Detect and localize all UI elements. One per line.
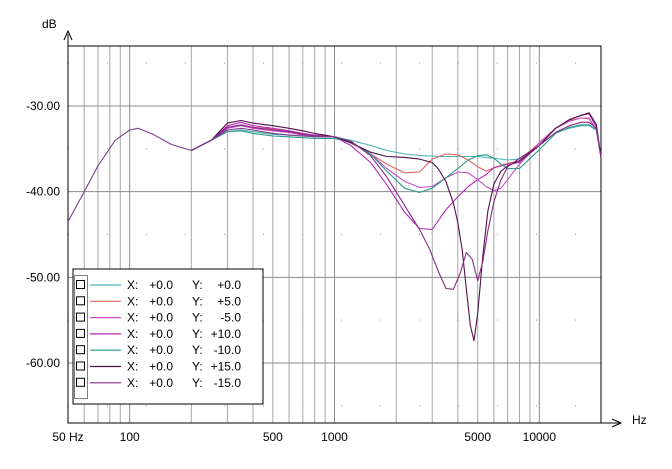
legend-checkbox bbox=[76, 312, 85, 322]
legend-y-label: Y: bbox=[192, 343, 203, 357]
legend-y-label: Y: bbox=[192, 294, 203, 308]
legend-x-value: +0.0 bbox=[149, 360, 173, 374]
legend-y-value: +5.0 bbox=[217, 294, 241, 308]
legend-x-label: X: bbox=[127, 376, 138, 390]
series-line bbox=[191, 124, 602, 194]
x-tick-label: 500 bbox=[263, 430, 283, 444]
legend-checkbox bbox=[76, 345, 85, 355]
y-tick-label: -30.00 bbox=[26, 99, 60, 113]
x-axis-unit: Hz bbox=[632, 413, 647, 427]
legend-box bbox=[72, 268, 264, 405]
y-tick-labels: -30.00 -40.00 -50.00 -60.00 bbox=[26, 99, 60, 370]
legend-y-label: Y: bbox=[192, 376, 203, 390]
y-tick-label: -40.00 bbox=[26, 185, 60, 199]
minor-grid bbox=[68, 46, 601, 423]
legend-x-value: +0.0 bbox=[149, 343, 173, 357]
legend-x-label: X: bbox=[127, 311, 138, 325]
x-tick-label: 50 Hz bbox=[52, 430, 83, 444]
series-curves bbox=[67, 112, 602, 342]
legend-y-value: -5.0 bbox=[220, 311, 241, 325]
x-tick-labels: 50 Hz 100 500 1000 5000 10000 bbox=[52, 430, 556, 444]
legend-y-value: +10.0 bbox=[211, 327, 242, 341]
legend-checkbox bbox=[76, 361, 85, 371]
legend-y-value: -10.0 bbox=[214, 343, 242, 357]
legend-y-label: Y: bbox=[192, 360, 203, 374]
y-axis-unit: dB bbox=[42, 17, 57, 31]
legend-y-label: Y: bbox=[192, 311, 203, 325]
legend-y-label: Y: bbox=[192, 327, 203, 341]
legend-x-value: +0.0 bbox=[149, 311, 173, 325]
legend-x-label: X: bbox=[127, 343, 138, 357]
legend-checkbox bbox=[76, 377, 85, 387]
legend-x-label: X: bbox=[127, 360, 138, 374]
x-axis: Hz bbox=[68, 413, 647, 428]
y-tick-label: -50.00 bbox=[26, 270, 60, 284]
legend-x-value: +0.0 bbox=[149, 294, 173, 308]
y-tick-label: -60.00 bbox=[26, 356, 60, 370]
legend-focus-rect bbox=[74, 275, 88, 399]
legend-x-value: +0.0 bbox=[149, 376, 173, 390]
legend-y-value: -15.0 bbox=[214, 376, 242, 390]
legend-x-value: +0.0 bbox=[149, 327, 173, 341]
y-axis: dB bbox=[42, 17, 73, 423]
x-tick-label: 5000 bbox=[464, 430, 491, 444]
legend-y-value: +0.0 bbox=[217, 278, 241, 292]
legend-x-label: X: bbox=[127, 278, 138, 292]
legend-x-label: X: bbox=[127, 294, 138, 308]
legend-checkbox bbox=[76, 280, 85, 289]
y-axis-arrow bbox=[63, 29, 73, 41]
legend-x-value: +0.0 bbox=[149, 278, 173, 292]
x-axis-arrow bbox=[611, 418, 623, 428]
legend-checkbox bbox=[76, 296, 85, 306]
series-line bbox=[191, 121, 602, 290]
legend-checkbox bbox=[76, 328, 85, 338]
x-tick-label: 10000 bbox=[523, 430, 557, 444]
x-tick-label: 100 bbox=[120, 430, 140, 444]
legend: X: +0.0 Y: +0.0 X: +0.0 Y: +5.0 X: +0.0 Y: -5.0 X: +0… bbox=[72, 268, 264, 405]
legend-y-label: Y: bbox=[192, 278, 203, 292]
shared-low-frequency-line bbox=[67, 127, 351, 222]
x-tick-label: 1000 bbox=[321, 430, 348, 444]
legend-y-value: +15.0 bbox=[211, 360, 242, 374]
legend-x-label: X: bbox=[127, 327, 138, 341]
